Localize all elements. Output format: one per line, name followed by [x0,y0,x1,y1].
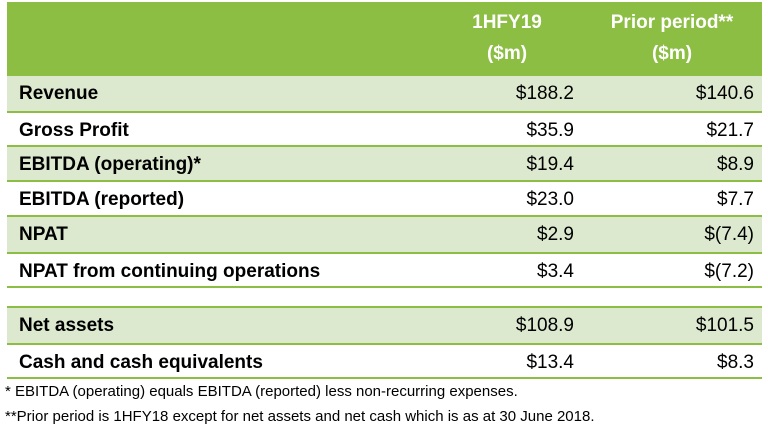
footnote-prior-period: **Prior period is 1HFY18 except for net … [5,408,595,425]
row-value-1hfy19: $2.9 [537,224,574,245]
header-1hfy19: 1HFY19 ($m) [422,7,592,69]
divider [7,343,762,345]
spacer-row [7,288,762,306]
divider [7,377,762,379]
row-value-prior: $(7.2) [704,261,754,282]
divider [7,286,762,288]
table-row: Cash and cash equivalents $13.4 $8.3 [7,345,762,380]
row-label: EBITDA (reported) [19,189,185,210]
row-label: Gross Profit [19,120,129,141]
divider [7,145,762,147]
row-value-prior: $(7.4) [704,224,754,245]
row-value-1hfy19: $19.4 [526,154,574,175]
row-value-prior: $21.7 [706,120,754,141]
row-label: NPAT [19,224,68,245]
divider [7,111,762,113]
divider [7,306,762,308]
table-row: EBITDA (reported) $23.0 $7.7 [7,182,762,217]
table-header: 1HFY19 ($m) Prior period** ($m) [7,2,762,74]
row-label: Net assets [19,315,115,336]
row-value-1hfy19: $188.2 [515,83,574,104]
header-prior-period-title: Prior period** [610,12,734,33]
table-row: Revenue $188.2 $140.6 [7,76,762,111]
table-row: EBITDA (operating)* $19.4 $8.9 [7,147,762,182]
row-label: NPAT from continuing operations [19,261,321,282]
row-value-prior: $8.3 [717,352,754,373]
row-value-1hfy19: $3.4 [537,261,574,282]
row-value-prior: $140.6 [695,83,754,104]
header-prior-period: Prior period** ($m) [587,7,757,69]
footnote-ebitda: * EBITDA (operating) equals EBITDA (repo… [5,383,518,400]
row-value-1hfy19: $23.0 [526,189,574,210]
divider [7,252,762,254]
divider [7,215,762,217]
table-row: NPAT from continuing operations $3.4 $(7… [7,254,762,289]
row-value-prior: $7.7 [717,189,754,210]
header-1hfy19-unit: ($m) [486,43,528,64]
table-row: NPAT $2.9 $(7.4) [7,217,762,252]
row-value-1hfy19: $35.9 [526,120,574,141]
header-1hfy19-title: 1HFY19 [472,12,542,33]
table-row: Net assets $108.9 $101.5 [7,308,762,343]
row-value-prior: $8.9 [717,154,754,175]
row-value-1hfy19: $108.9 [515,315,574,336]
row-label: Cash and cash equivalents [19,352,263,373]
table-row: Gross Profit $35.9 $21.7 [7,113,762,148]
row-label: Revenue [19,83,99,104]
divider [7,74,762,76]
header-prior-period-unit: ($m) [651,43,693,64]
divider [7,180,762,182]
row-value-prior: $101.5 [695,315,754,336]
row-label: EBITDA (operating)* [19,154,201,175]
row-value-1hfy19: $13.4 [526,352,574,373]
